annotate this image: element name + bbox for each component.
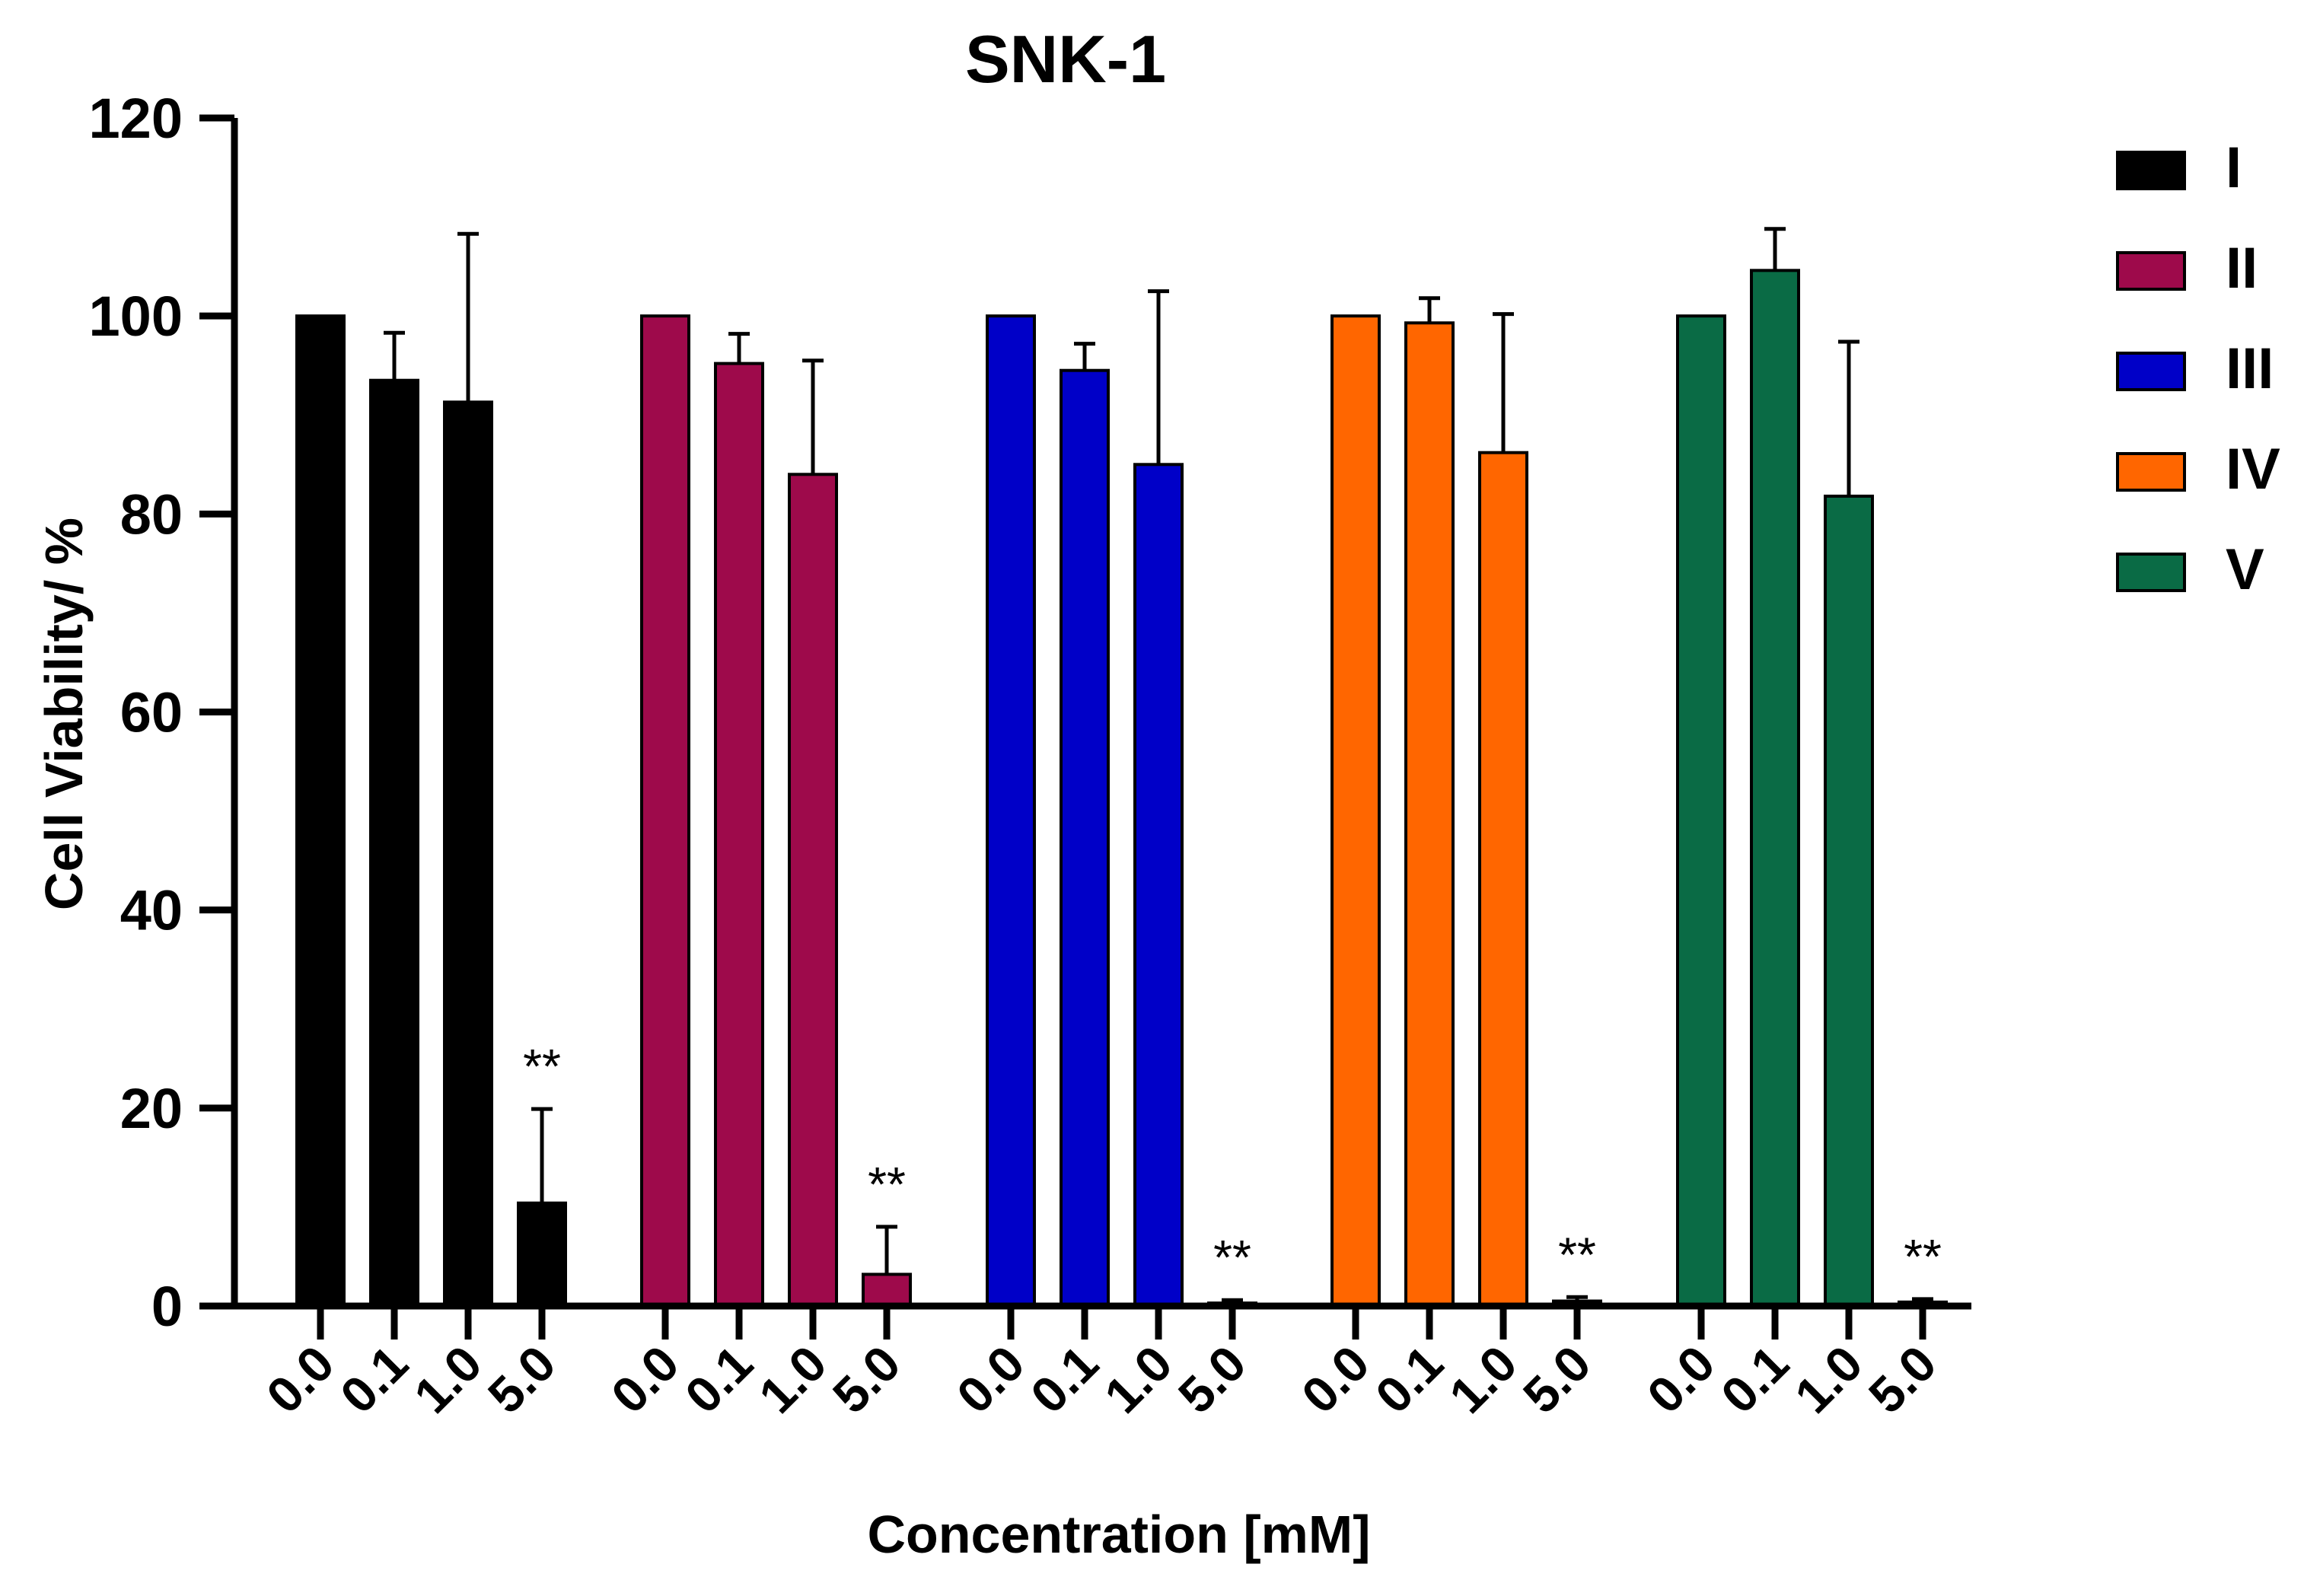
bars-layer [295, 269, 1948, 1308]
x-axis-label: Concentration [mM] [867, 1505, 1370, 1564]
significance-marker-IV: ** [1558, 1227, 1596, 1282]
significance-marker-III: ** [1213, 1230, 1251, 1285]
y-tick-label: 60 [120, 681, 183, 744]
significance-marker-I: ** [523, 1039, 561, 1094]
significance-layer: ** ** ** ** ** [523, 1039, 1942, 1285]
legend-swatch-IV [2116, 452, 2186, 492]
y-tick-label: 0 [151, 1275, 183, 1338]
bar-V-0.1 [1750, 269, 1800, 1308]
y-ticks: 0 20 40 60 80 100 120 [89, 87, 234, 1338]
bar-II-0.1 [714, 362, 764, 1308]
bar-III-0.1 [1060, 368, 1110, 1308]
x-tick-label: 0.1 [1020, 1335, 1109, 1424]
x-tick-label: 0.0 [256, 1335, 345, 1424]
legend-swatch-I [2116, 151, 2186, 190]
bar-V-1.0 [1824, 494, 1874, 1308]
y-axis-label: Cell Viability/ % [34, 518, 94, 910]
bar-II-0.0 [640, 314, 690, 1308]
chart-title: SNK-1 [965, 21, 1166, 97]
significance-marker-V: ** [1904, 1229, 1942, 1284]
x-tick-label: 5.0 [1512, 1335, 1601, 1424]
x-tick-label: 1.0 [1094, 1335, 1183, 1424]
bar-III-1.0 [1133, 463, 1184, 1308]
bar-IV-0.1 [1404, 321, 1455, 1308]
bar-V-0.0 [1676, 314, 1726, 1308]
x-tick-label: 5.0 [1168, 1335, 1257, 1424]
y-tick-label: 20 [120, 1077, 183, 1140]
bar-IV-0.0 [1330, 314, 1381, 1308]
bar-I-0.0 [295, 314, 346, 1308]
significance-marker-II: ** [868, 1157, 906, 1212]
x-tick-label: 5.0 [477, 1335, 566, 1424]
error-bars-layer [384, 227, 1933, 1304]
legend-label-III: III [2226, 336, 2274, 401]
x-tick-label: 0.1 [330, 1335, 419, 1424]
x-tick-label: 0.1 [1710, 1335, 1799, 1424]
bar-I-1.0 [443, 400, 493, 1308]
bar-II-1.0 [788, 473, 838, 1308]
bar-I-5.0 [517, 1201, 567, 1308]
x-tick-label: 0.0 [1291, 1335, 1380, 1424]
bar-III-0.0 [986, 314, 1036, 1308]
x-tick-label: 1.0 [403, 1335, 492, 1424]
legend-label-V: V [2226, 537, 2264, 602]
y-tick-label: 80 [120, 483, 183, 546]
x-tick-label: 0.1 [674, 1335, 763, 1424]
x-tick-label: 0.1 [1365, 1335, 1454, 1424]
legend-swatch-V [2116, 553, 2186, 592]
x-tick-label: 5.0 [1858, 1335, 1947, 1424]
x-tick-label: 0.0 [946, 1335, 1035, 1424]
x-tick-label: 0.0 [601, 1335, 690, 1424]
x-tick-label: 1.0 [748, 1335, 837, 1424]
legend-label-II: II [2226, 236, 2258, 301]
legend-swatch-III [2116, 352, 2186, 391]
x-ticks: 0.00.11.05.0 0.00.11.05.0 0.00.11.05.0 0.00… [256, 1306, 1947, 1424]
y-tick-label: 120 [89, 87, 183, 150]
legend-label-IV: IV [2226, 437, 2280, 502]
y-tick-label: 40 [120, 879, 183, 942]
x-tick-label: 1.0 [1439, 1335, 1528, 1424]
bar-IV-1.0 [1478, 451, 1528, 1308]
y-tick-label: 100 [89, 285, 183, 348]
legend-label-I: I [2226, 135, 2242, 200]
x-tick-label: 5.0 [822, 1335, 911, 1424]
legend-swatch-II [2116, 251, 2186, 291]
x-tick-label: 0.0 [1636, 1335, 1726, 1424]
bar-I-0.1 [369, 378, 419, 1308]
x-tick-label: 1.0 [1784, 1335, 1873, 1424]
bar-II-5.0 [862, 1273, 912, 1308]
